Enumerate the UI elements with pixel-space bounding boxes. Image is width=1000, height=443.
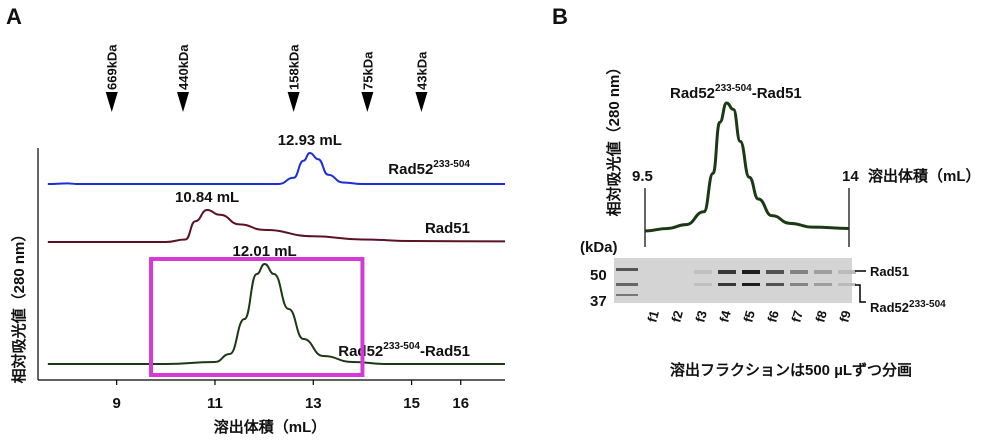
a-x-tick-label: 16 (452, 395, 469, 412)
peak-annotation: 12.93 mL (278, 132, 342, 149)
fraction-label: f9 (836, 309, 853, 324)
mw-marker-label: 669kDa (105, 44, 120, 90)
b-title-sup: 233-504 (715, 83, 752, 94)
mw-markers: 669kDa 440kDa 158kDa 75kDa 43kDa (105, 44, 429, 112)
ladder-50: 50 (590, 267, 607, 284)
b-x-start: 9.5 (632, 168, 653, 185)
series-name-main: Rad51 (425, 220, 470, 237)
panel-a-axes (37, 148, 505, 381)
rad51-band (790, 270, 808, 274)
fraction-label: f3 (692, 309, 709, 324)
ladder-band (616, 283, 638, 286)
peak-annotation: 12.01 mL (233, 243, 297, 260)
b-title: Rad52233-504-Rad51 (670, 83, 802, 102)
series-name-sup: 233-504 (433, 159, 470, 170)
b-title-main: Rad52 (670, 85, 715, 102)
a-series-line (47, 151, 505, 186)
a-series (47, 151, 506, 366)
fraction-label: f8 (812, 309, 829, 324)
band-label-rad51: Rad51 (870, 264, 909, 279)
ladder-band (616, 268, 638, 271)
rad52-band (742, 283, 760, 286)
rad52-band-marker (855, 284, 866, 303)
band-label-rad52-main: Rad52 (870, 300, 909, 315)
mw-marker-arrow (105, 92, 118, 112)
fraction-label: f5 (740, 309, 757, 324)
mw-marker-label: 158kDa (287, 44, 302, 90)
a-annotations: 12.93 mL 10.84 mL 12.01 mL (175, 132, 342, 260)
mw-marker-arrow (177, 92, 190, 112)
a-x-tick-label: 13 (305, 395, 322, 412)
a-x-tick-label: 15 (403, 395, 420, 412)
rad51-band (838, 270, 856, 274)
fraction-label: f6 (764, 309, 781, 324)
fraction-label: f7 (788, 309, 805, 324)
rad51-band (814, 270, 832, 274)
mw-marker-label: 43kDa (414, 51, 429, 90)
ladder-band (616, 294, 638, 296)
b-x-end: 14 (842, 168, 859, 185)
series-name: Rad52233-504-Rad51 (338, 341, 470, 360)
gel-image (614, 258, 856, 303)
a-series-line (47, 262, 506, 366)
mw-marker-arrow (287, 92, 300, 112)
fraction-label: f2 (668, 309, 685, 324)
a-series-line (47, 208, 506, 244)
rad52-band (766, 283, 784, 286)
fraction-label: f1 (644, 309, 661, 324)
rad51-band (718, 270, 736, 274)
series-name: Rad52233-504 (388, 159, 470, 178)
rad52-band (790, 283, 808, 286)
mw-marker-label: 440kDa (176, 44, 191, 90)
a-x-ticks: 9 11 13 15 16 (112, 380, 469, 412)
fraction-label: f4 (716, 308, 734, 324)
peak-annotation: 10.84 mL (175, 189, 239, 206)
b-x-end-suffix: 溶出体積（mL） (868, 167, 981, 185)
gel-background (614, 258, 852, 303)
rad52-band (694, 283, 712, 286)
b-caption: 溶出フラクションは500 µLずつ分画 (670, 361, 912, 379)
band-label-rad52: Rad52233-504 (870, 299, 946, 315)
kda-label: (kDa) (580, 239, 618, 256)
series-name-tail: -Rad51 (420, 343, 470, 360)
mw-marker-arrow (415, 92, 428, 112)
b-y-label: 相対吸光値（280 nm） (605, 60, 623, 217)
series-name: Rad51 (425, 220, 470, 237)
panel-a-label: A (6, 4, 22, 29)
band-label-rad52-sup: 233-504 (909, 299, 946, 310)
a-x-label: 溶出体積（mL） (214, 418, 327, 436)
panel-b-label: B (552, 4, 568, 29)
rad52-band (838, 283, 856, 286)
a-x-tick-label: 9 (112, 395, 120, 412)
a-y-label: 相対吸光値（280 nm） (10, 227, 28, 384)
a-x-tick-label: 11 (207, 395, 223, 412)
gel-bands (694, 270, 856, 286)
rad52-band (718, 283, 736, 286)
series-name-sup: 233-504 (383, 341, 420, 352)
rad51-band (766, 270, 784, 274)
b-series (644, 101, 850, 233)
mw-marker-arrow (361, 92, 374, 112)
b-series-line (644, 101, 850, 233)
highlight-box (149, 257, 365, 377)
b-title-tail: -Rad51 (752, 85, 802, 102)
series-name-main: Rad52 (388, 161, 433, 178)
rad51-band (694, 270, 712, 274)
rad52-band (814, 283, 832, 286)
mw-marker-label: 75kDa (360, 51, 375, 90)
rad51-band (742, 270, 760, 274)
fraction-labels: f1 f2 f3 f4 f5 f6 f7 f8 f9 (644, 308, 853, 324)
ladder-37: 37 (590, 293, 607, 310)
